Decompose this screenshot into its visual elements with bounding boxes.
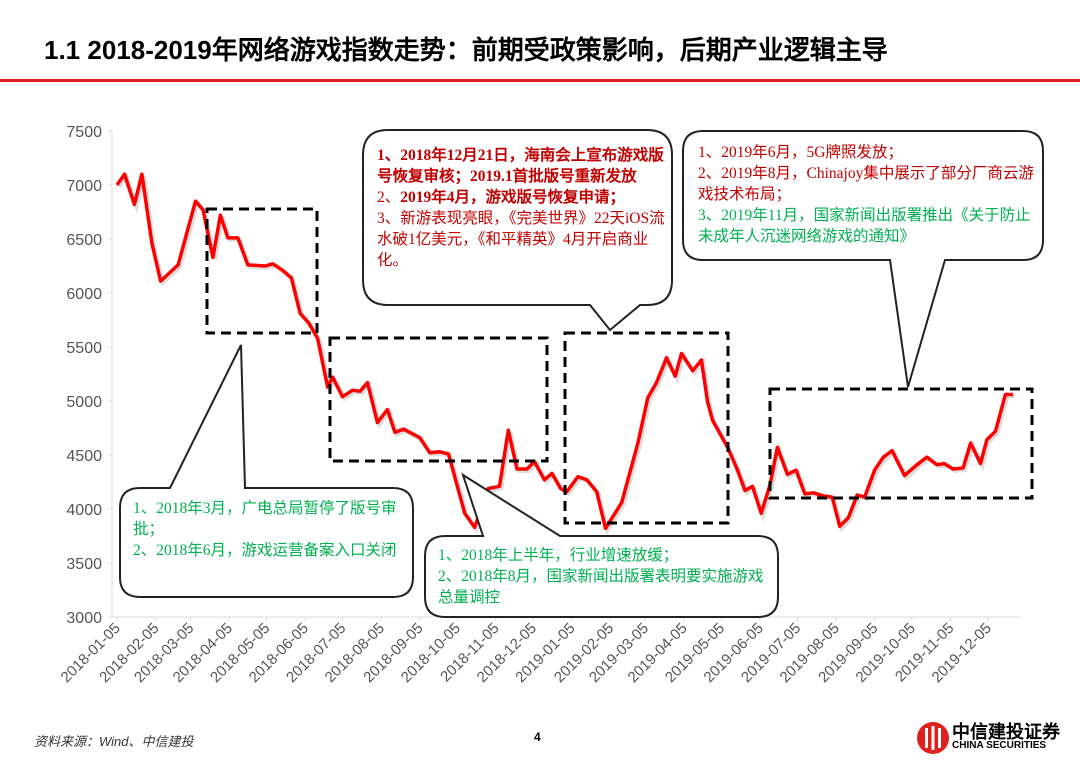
y-tick-label: 7500 (66, 124, 102, 141)
callout-d-item-3: 3、2019年11月，国家新闻出版署推出《关于防止未成年人沉迷网络游戏的通知》 (698, 207, 1031, 245)
callout-bubble-d (682, 130, 1044, 388)
callout-bubble-a (119, 344, 414, 598)
highlight-box-2018-mid (328, 336, 549, 463)
logo-emblem-icon (917, 722, 949, 754)
callout-c-item-2-text: 2019年4月，游戏版号恢复申请； (400, 189, 626, 206)
y-tick-label: 3000 (66, 610, 102, 627)
callout-bubble-b (424, 472, 779, 618)
series-line (115, 172, 1013, 531)
callout-c-text: 1、2018年12月21日，海南会上宣布游戏版号恢复审核；2019.1首批版号重… (377, 145, 669, 271)
y-axis: 3000 3500 4000 4500 5000 5500 6000 6500 7000 7500 (66, 124, 113, 627)
callout-b-item-2: 2、2018年8月，国家新闻出版署表明要实施游戏总量调控 (438, 568, 764, 606)
callout-a-item-2: 2、2018年6月，游戏运营备案入口关闭 (133, 542, 397, 559)
highlight-box-2018-q1 (205, 207, 319, 335)
page-title: 1.1 2018-2019年网络游戏指数走势：前期受政策影响，后期产业逻辑主导 (44, 35, 888, 65)
page-number: 4 (534, 730, 541, 744)
y-tick-label: 7000 (66, 178, 102, 195)
callout-b-item-1: 1、2018年上半年，行业增速放缓； (438, 547, 679, 564)
callout-d-item-2: 2、2019年8月，Chinajoy集中展示了部分厂商云游戏技术布局； (698, 165, 1034, 203)
callout-c-item-2-prefix: 2、 (377, 189, 401, 206)
callout-a-text: 1、2018年3月，广电总局暂停了版号审批； 2、2018年6月，游戏运营备案入… (133, 498, 408, 561)
y-tick-label: 5000 (66, 394, 102, 411)
logo-en: CHINA SECURITIES (952, 740, 1047, 751)
callout-c-item-2: 2、2019年4月，游戏版号恢复申请； (377, 187, 669, 208)
logo-cn: 中信建投证券 (952, 722, 1060, 742)
y-tick-label: 4500 (66, 448, 102, 465)
title-divider (0, 79, 1080, 82)
x-axis: 2018-01-052018-02-052018-03-052018-04-05… (58, 616, 1020, 686)
y-tick-label: 3500 (66, 556, 102, 573)
callout-a-item-1: 1、2018年3月，广电总局暂停了版号审批； (133, 500, 397, 538)
source-note: 资料来源：Wind、中信建投 (34, 734, 194, 749)
y-tick-label: 6500 (66, 232, 102, 249)
highlight-box-2019-h1 (563, 331, 730, 525)
series (115, 171, 1015, 536)
callout-d-item-1: 1、2019年6月，5G牌照发放； (698, 144, 903, 161)
y-tick-label: 5500 (66, 340, 102, 357)
callout-bubble-c (362, 129, 673, 332)
company-logo: 中信建投证券 CHINA SECURITIES (916, 718, 1066, 758)
callout-d-text: 1、2019年6月，5G牌照发放； 2、2019年8月，Chinajoy集中展示… (698, 142, 1038, 247)
y-tick-label: 6000 (66, 286, 102, 303)
callout-c-item-1: 1、2018年12月21日，海南会上宣布游戏版号恢复审核；2019.1首批版号重… (377, 147, 664, 185)
callout-c-item-3: 3、新游表现亮眼，《完美世界》22天iOS流水破1亿美元，《和平精英》4月开启商… (377, 210, 665, 269)
y-tick-label: 4000 (66, 502, 102, 519)
callout-b-text: 1、2018年上半年，行业增速放缓； 2、2018年8月，国家新闻出版署表明要实… (438, 545, 773, 608)
highlight-box-2019-h2 (768, 387, 1034, 500)
